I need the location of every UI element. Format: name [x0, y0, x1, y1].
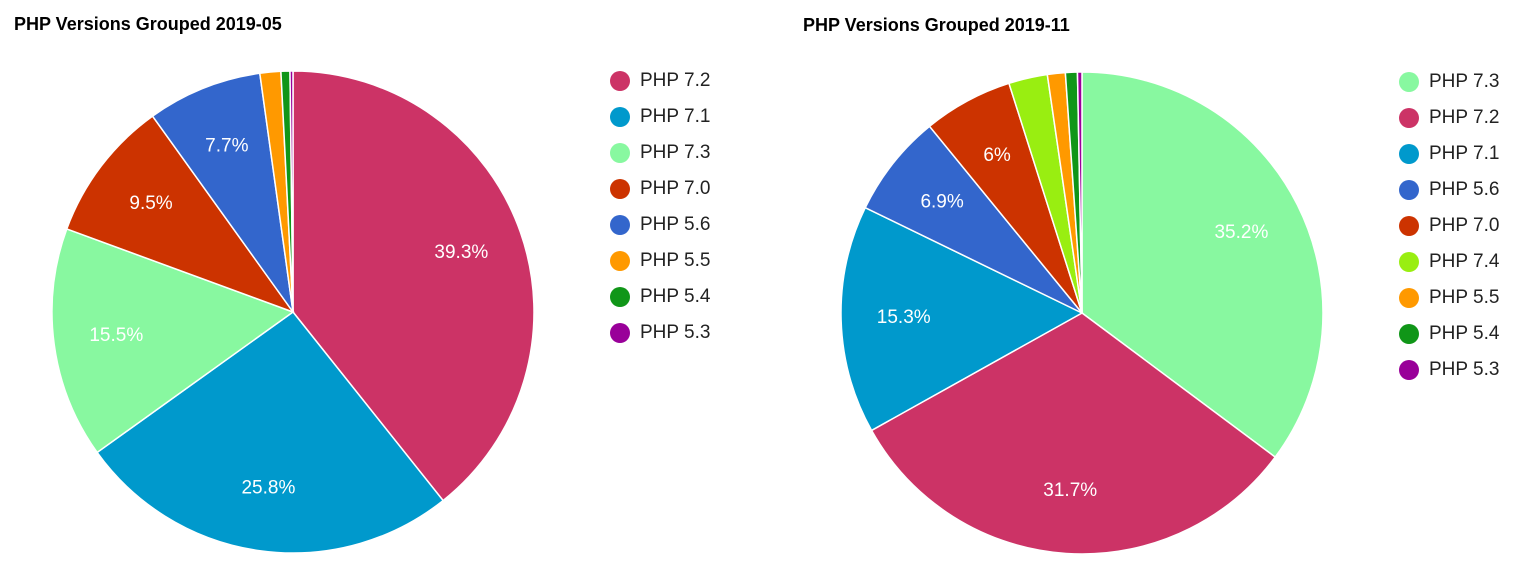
legend-label: PHP 7.1: [640, 106, 710, 127]
legend-marker: [1399, 216, 1419, 236]
legend-label: PHP 7.3: [640, 142, 710, 163]
legend-marker: [610, 107, 630, 127]
pie-slice: [65, 115, 296, 314]
legend-label: PHP 7.0: [640, 178, 710, 199]
value-label: 6.9%: [920, 191, 963, 212]
value-label: 9.5%: [129, 193, 172, 214]
pie-slice: [151, 72, 294, 313]
legend-label: PHP 5.5: [1429, 287, 1499, 308]
value-label: 6%: [983, 145, 1011, 166]
legend-label: PHP 5.4: [640, 286, 711, 307]
legend-marker: [1399, 72, 1419, 92]
legend-marker: [1399, 252, 1419, 272]
legend-marker: [610, 215, 630, 235]
value-label: 15.3%: [877, 307, 931, 328]
legend-label: PHP 7.0: [1429, 215, 1499, 236]
value-label: 31.7%: [1043, 480, 1097, 501]
legend-marker: [1399, 144, 1419, 164]
value-label: 25.8%: [241, 478, 295, 499]
legend-label: PHP 5.3: [640, 322, 710, 343]
legend-marker: [610, 143, 630, 163]
value-label: 35.2%: [1214, 222, 1268, 243]
legend-marker: [610, 179, 630, 199]
legend-label: PHP 7.2: [640, 70, 710, 91]
legend-label: PHP 5.6: [1429, 179, 1499, 200]
pie-slice: [1076, 71, 1083, 314]
legend-marker: [610, 287, 630, 307]
legend-marker: [1399, 324, 1419, 344]
legend-marker: [610, 323, 630, 343]
pie-slice: [840, 206, 1084, 432]
legend-marker: [1399, 360, 1419, 380]
legend-label: PHP 7.2: [1429, 107, 1499, 128]
legend-label: PHP 5.6: [640, 214, 710, 235]
legend-label: PHP 7.3: [1429, 71, 1499, 92]
legend-marker: [1399, 180, 1419, 200]
legend-marker: [1399, 288, 1419, 308]
pie-slice: [96, 310, 445, 554]
legend-marker: [1399, 108, 1419, 128]
value-label: 15.5%: [89, 325, 143, 346]
pie-slice: [289, 70, 294, 313]
legend-marker: [610, 71, 630, 91]
pie-slice: [864, 125, 1083, 314]
legend-label: PHP 5.3: [1429, 359, 1499, 380]
pie-slice: [292, 70, 535, 502]
value-label: 39.3%: [434, 242, 488, 263]
legend-label: PHP 5.5: [640, 250, 710, 271]
value-label: 7.7%: [205, 135, 248, 156]
pie-slice: [870, 312, 1277, 555]
chart-title: PHP Versions Grouped 2019-11: [803, 15, 1070, 35]
pie-slice: [1081, 71, 1324, 459]
legend-label: PHP 5.4: [1429, 323, 1500, 344]
pie-slice: [51, 227, 295, 454]
chart-title: PHP Versions Grouped 2019-05: [14, 14, 282, 34]
legend-label: PHP 7.4: [1429, 251, 1500, 272]
legend-marker: [610, 251, 630, 271]
legend-label: PHP 7.1: [1429, 143, 1499, 164]
